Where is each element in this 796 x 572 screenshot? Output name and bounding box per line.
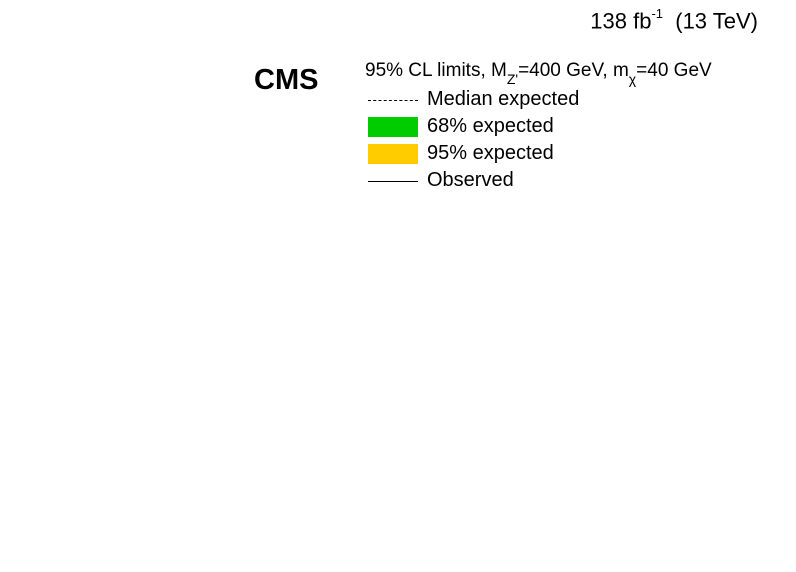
legend-header: 95% CL limits, MZ'=400 GeV, mχ=40 GeV (365, 60, 712, 87)
legend-entry-observed: Observed (365, 167, 712, 194)
legend-label-median-expected: Median expected (427, 88, 580, 110)
legend-label-observed: Observed (427, 169, 514, 191)
legend-header-mx-sub: χ (628, 70, 637, 87)
luminosity-value: 138 fb (590, 8, 652, 34)
luminosity-exponent: -1 (651, 6, 664, 21)
energy-label: (13 TeV) (675, 8, 758, 34)
legend-entry-95-expected: 95% expected (365, 140, 712, 167)
legend-label-95-expected: 95% expected (427, 142, 554, 164)
legend-entry-median-expected: Median expected (365, 86, 712, 113)
legend-swatch-observed (368, 171, 418, 191)
legend-header-suffix: =40 GeV (636, 60, 712, 81)
luminosity-label: 138 fb-1 (13 TeV) (590, 6, 758, 34)
legend-label-68-expected: 68% expected (427, 115, 554, 137)
legend-swatch-68-expected (368, 116, 418, 137)
experiment-label: CMS (254, 64, 319, 96)
legend: 95% CL limits, MZ'=400 GeV, mχ=40 GeV Me… (365, 60, 712, 194)
legend-header-middle: =400 GeV, m (518, 60, 629, 81)
legend-swatch-median-expected (368, 90, 418, 110)
legend-swatch-95-expected (368, 143, 418, 164)
legend-header-mz-sub: Z' (506, 70, 519, 87)
legend-header-prefix: 95% CL limits, M (365, 60, 507, 81)
legend-entry-68-expected: 68% expected (365, 113, 712, 140)
